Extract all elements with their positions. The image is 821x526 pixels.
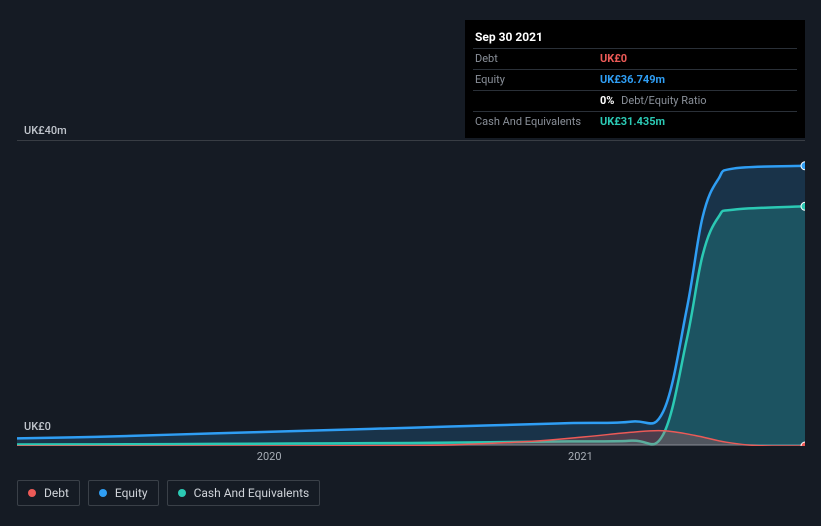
legend-item[interactable]: Equity bbox=[88, 480, 159, 506]
x-axis-tick: 2021 bbox=[568, 450, 593, 463]
tooltip-label: Debt bbox=[475, 51, 600, 67]
legend-item[interactable]: Debt bbox=[17, 480, 80, 506]
legend-label: Debt bbox=[44, 486, 69, 500]
legend: Debt Equity Cash And Equivalents bbox=[17, 480, 320, 506]
legend-item[interactable]: Cash And Equivalents bbox=[167, 480, 321, 506]
tooltip-date: Sep 30 2021 bbox=[473, 26, 797, 48]
tooltip-label: Cash And Equivalents bbox=[475, 114, 600, 130]
tooltip-label bbox=[475, 93, 600, 109]
plot-area bbox=[17, 140, 805, 445]
tooltip-row: DebtUK£0 bbox=[473, 48, 797, 69]
legend-swatch bbox=[99, 489, 107, 497]
tooltip-label: Equity bbox=[475, 72, 600, 88]
tooltip-value: UK£0 bbox=[600, 51, 627, 67]
legend-label: Cash And Equivalents bbox=[194, 486, 310, 500]
tooltip-value: UK£31.435m bbox=[600, 114, 665, 130]
series-end-marker bbox=[801, 202, 805, 210]
legend-swatch bbox=[28, 489, 36, 497]
legend-label: Equity bbox=[115, 486, 148, 500]
y-axis-max-label: UK£40m bbox=[24, 124, 67, 137]
legend-swatch bbox=[178, 489, 186, 497]
tooltip-row: Cash And EquivalentsUK£31.435m bbox=[473, 111, 797, 132]
chart-svg bbox=[17, 141, 805, 446]
tooltip-value: 0% Debt/Equity Ratio bbox=[600, 93, 707, 109]
tooltip-value: UK£36.749m bbox=[600, 72, 665, 88]
series-end-marker bbox=[801, 162, 805, 170]
tooltip-row: EquityUK£36.749m bbox=[473, 69, 797, 90]
tooltip-row: 0% Debt/Equity Ratio bbox=[473, 90, 797, 111]
x-axis: 2020 2021 bbox=[17, 450, 805, 470]
x-axis-tick: 2020 bbox=[257, 450, 282, 463]
chart-tooltip: Sep 30 2021 DebtUK£0EquityUK£36.749m0% D… bbox=[465, 20, 805, 138]
